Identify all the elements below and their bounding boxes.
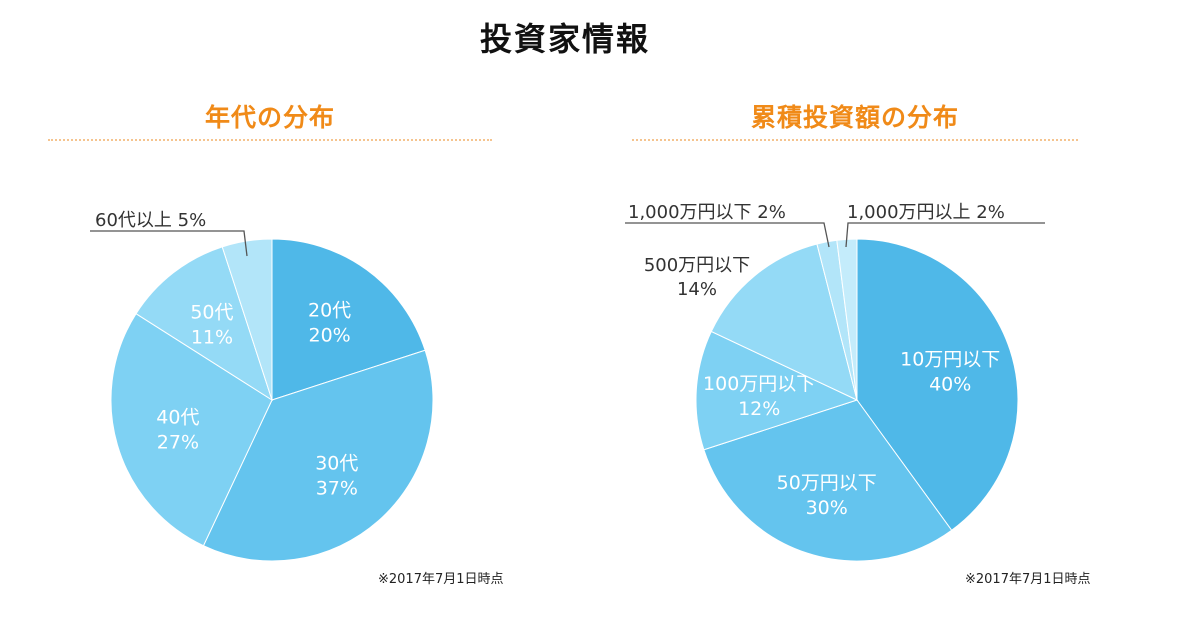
slice-label-0-4: 60代以上 5% <box>95 210 206 231</box>
slice-label-1-3: 500万円以下 <box>644 255 750 276</box>
slice-label-0-1: 30代 <box>315 453 358 475</box>
slice-label-0-3: 50代 <box>190 302 233 324</box>
pie-slice-0-4 <box>221 238 273 401</box>
pie-slice-0-3 <box>135 246 273 402</box>
slice-value-0-1: 37% <box>316 478 358 500</box>
age-chart-note: ※2017年7月1日時点 <box>378 572 504 587</box>
slice-value-1-3: 14% <box>677 279 717 300</box>
pie-slice-0-0 <box>271 238 426 401</box>
leader-line-0-4 <box>90 230 248 257</box>
pie-slice-1-3 <box>710 243 858 401</box>
slice-value-0-2: 27% <box>157 431 199 453</box>
investment-chart-divider <box>632 139 1078 141</box>
slice-label-1-5: 1,000万円以上 2% <box>847 202 1005 223</box>
pie-slice-0-2 <box>110 313 273 547</box>
leader-line-1-4 <box>625 222 830 248</box>
leader-line-1-5 <box>845 222 1045 248</box>
slice-label-1-1: 50万円以下 <box>777 472 877 494</box>
slice-value-0-0: 20% <box>308 325 350 347</box>
pie-slice-0-1 <box>202 349 434 562</box>
slice-value-1-1: 30% <box>806 497 848 519</box>
age-chart-title: 年代の分布 <box>204 103 335 132</box>
slice-value-0-3: 11% <box>191 327 233 349</box>
slice-label-0-2: 40代 <box>156 406 199 428</box>
age-chart-divider <box>48 139 492 141</box>
slice-label-1-4: 1,000万円以下 2% <box>628 202 786 223</box>
slice-label-1-0: 10万円以下 <box>900 349 1000 371</box>
investment-chart-note: ※2017年7月1日時点 <box>965 572 1091 587</box>
slice-label-1-2: 100万円以下 <box>703 373 815 395</box>
pie-slice-1-0 <box>856 238 1019 531</box>
investment-chart-title: 累積投資額の分布 <box>750 103 959 132</box>
slice-label-0-0: 20代 <box>308 300 351 322</box>
pie-slice-1-2 <box>695 330 859 451</box>
page-title: 投資家情報 <box>479 20 650 58</box>
pie-slice-1-1 <box>703 399 953 562</box>
slice-value-1-2: 12% <box>738 398 780 420</box>
slice-value-1-0: 40% <box>929 374 971 396</box>
